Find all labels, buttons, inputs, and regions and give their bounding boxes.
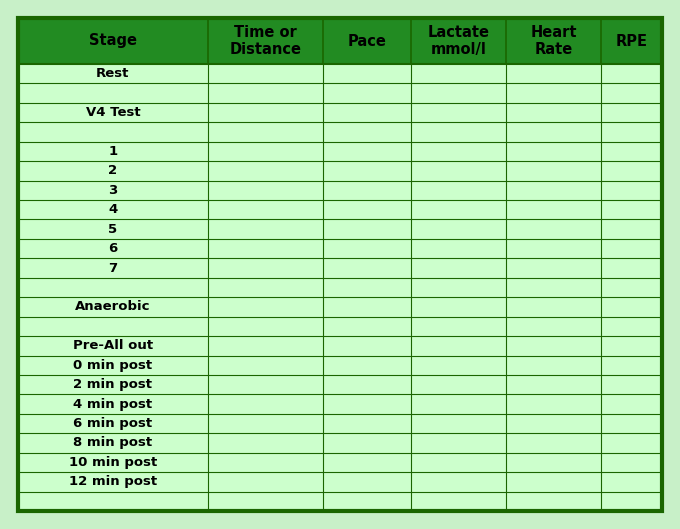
Text: 7: 7 <box>108 261 118 275</box>
Text: 4: 4 <box>108 203 118 216</box>
Text: V4 Test: V4 Test <box>86 106 140 119</box>
Text: Rest: Rest <box>96 67 130 80</box>
Text: 2: 2 <box>108 165 118 177</box>
Text: 2 min post: 2 min post <box>73 378 152 391</box>
Text: 5: 5 <box>108 223 118 236</box>
Text: 6 min post: 6 min post <box>73 417 152 430</box>
Text: 1: 1 <box>108 145 118 158</box>
Text: 8 min post: 8 min post <box>73 436 152 450</box>
Text: 3: 3 <box>108 184 118 197</box>
Text: Lactate
mmol/l: Lactate mmol/l <box>428 25 490 57</box>
Text: RPE: RPE <box>615 33 647 49</box>
Text: Time or
Distance: Time or Distance <box>229 25 301 57</box>
Text: 0 min post: 0 min post <box>73 359 152 372</box>
Text: Pace: Pace <box>347 33 386 49</box>
Text: 4 min post: 4 min post <box>73 398 152 411</box>
Text: Heart
Rate: Heart Rate <box>530 25 577 57</box>
Bar <box>18 18 662 64</box>
Text: Anaerobic: Anaerobic <box>75 300 151 314</box>
Text: 6: 6 <box>108 242 118 255</box>
Text: Stage: Stage <box>89 33 137 49</box>
Text: 12 min post: 12 min post <box>69 476 157 488</box>
Text: 10 min post: 10 min post <box>69 456 157 469</box>
Text: Pre-All out: Pre-All out <box>73 339 153 352</box>
